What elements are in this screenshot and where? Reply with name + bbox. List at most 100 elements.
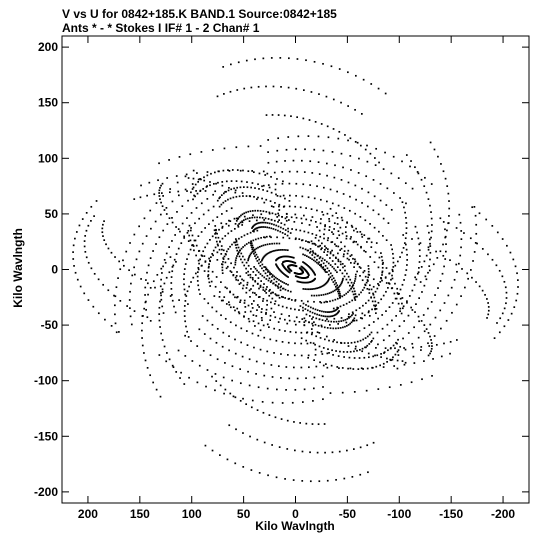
uv-point <box>288 57 290 60</box>
uv-point <box>318 345 321 348</box>
uv-point <box>305 255 308 257</box>
uv-point <box>364 283 366 286</box>
uv-point <box>335 320 338 323</box>
x-tick-label: -150 <box>439 507 463 521</box>
uv-point <box>311 288 314 290</box>
uv-point <box>303 230 306 233</box>
uv-point <box>473 206 476 208</box>
uv-point <box>318 93 320 95</box>
uv-point <box>448 200 450 202</box>
uv-point <box>263 255 266 258</box>
uv-point <box>431 374 433 377</box>
uv-point <box>373 261 376 263</box>
uv-point <box>114 313 116 316</box>
uv-point <box>341 263 344 265</box>
uv-point <box>399 288 402 291</box>
uv-point <box>391 268 394 271</box>
uv-point <box>192 169 195 172</box>
uv-point <box>487 253 489 256</box>
uv-point <box>179 230 181 233</box>
uv-point <box>265 311 267 314</box>
uv-point <box>393 330 396 332</box>
uv-point <box>303 281 305 284</box>
uv-point <box>263 374 266 377</box>
uv-point <box>139 196 142 199</box>
uv-point <box>388 306 391 308</box>
uv-point <box>102 235 104 237</box>
uv-point <box>259 286 262 288</box>
uv-point <box>274 183 277 186</box>
uv-point <box>224 200 227 202</box>
uv-point <box>305 339 308 342</box>
uv-point <box>427 271 429 274</box>
uv-point <box>332 340 334 343</box>
uv-point <box>513 306 516 308</box>
uv-point <box>427 248 430 251</box>
uv-point <box>197 180 200 183</box>
uv-point <box>183 235 186 238</box>
uv-point <box>280 86 282 88</box>
uv-point <box>264 266 267 268</box>
uv-point <box>309 184 312 186</box>
uv-point <box>323 251 325 253</box>
uv-point <box>313 300 315 303</box>
uv-point <box>285 219 288 222</box>
uv-point <box>343 250 346 252</box>
uv-point <box>153 193 156 196</box>
uv-point <box>405 269 408 271</box>
uv-point <box>374 307 376 310</box>
uv-point <box>460 238 463 240</box>
uv-point <box>242 279 245 282</box>
uv-point <box>350 236 352 238</box>
uv-point <box>114 256 116 258</box>
uv-point <box>336 217 339 219</box>
uv-point <box>328 352 330 354</box>
uv-point <box>491 258 494 261</box>
uv-point <box>381 266 384 269</box>
uv-point <box>331 202 334 205</box>
uv-point <box>229 197 232 200</box>
uv-point <box>366 335 369 338</box>
uv-point <box>340 101 342 104</box>
uv-point <box>165 207 168 209</box>
uv-point <box>475 223 478 226</box>
uv-point <box>378 230 380 233</box>
uv-point <box>260 316 263 319</box>
uv-point <box>177 190 180 193</box>
uv-point <box>73 265 75 267</box>
uv-point <box>152 280 155 283</box>
uv-point <box>270 236 272 239</box>
uv-point <box>239 368 242 370</box>
uv-point <box>184 293 187 296</box>
uv-point <box>387 222 390 224</box>
uv-point <box>163 345 166 348</box>
uv-point <box>205 186 208 188</box>
uv-point <box>288 170 291 173</box>
uv-point <box>252 314 255 316</box>
y-tick-label: 150 <box>38 96 58 110</box>
uv-point <box>255 219 258 222</box>
uv-point <box>145 308 147 311</box>
uv-point <box>171 221 174 224</box>
uv-point <box>412 355 415 358</box>
uv-point <box>220 253 223 255</box>
uv-point <box>304 319 307 322</box>
uv-point <box>367 280 369 282</box>
uv-point <box>322 347 325 349</box>
uv-point <box>262 226 265 228</box>
uv-point <box>382 234 384 237</box>
uv-point <box>334 298 337 301</box>
uv-point <box>254 58 256 61</box>
uv-point <box>335 313 337 316</box>
uv-point <box>343 477 346 480</box>
uv-point <box>372 321 375 323</box>
uv-point <box>429 245 432 247</box>
uv-point <box>294 299 297 302</box>
uv-point <box>266 226 269 229</box>
uv-point <box>129 290 131 293</box>
uv-point <box>196 271 199 274</box>
uv-point <box>326 271 328 273</box>
uv-point <box>192 276 195 279</box>
uv-point <box>224 317 227 320</box>
uv-point <box>265 210 268 213</box>
